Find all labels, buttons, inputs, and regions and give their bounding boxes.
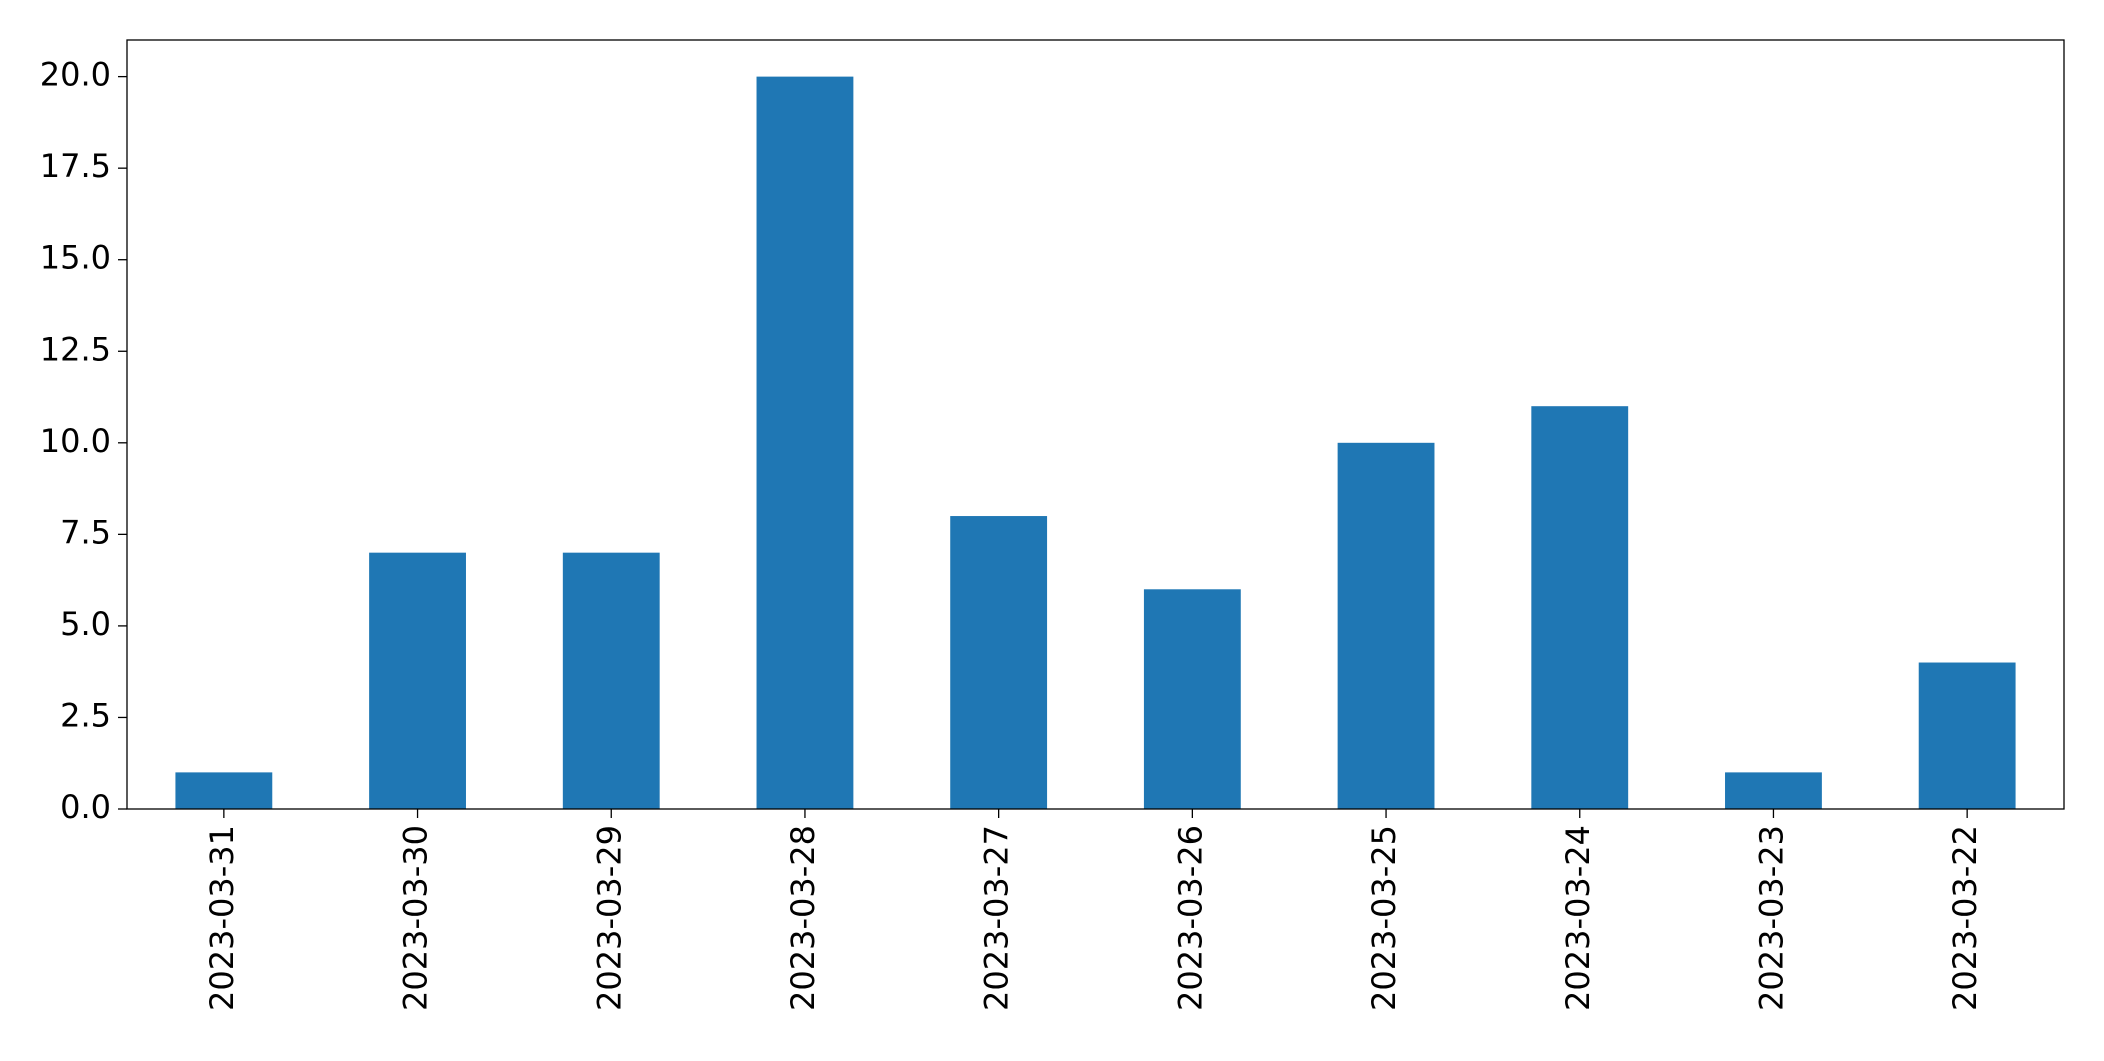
plot-frame — [126, 39, 2065, 810]
x-tick-label: 2023-03-30 — [397, 825, 435, 1011]
bar — [950, 516, 1048, 809]
y-tick-label: 20.0 — [40, 56, 111, 94]
y-tick-label: 0.0 — [60, 788, 111, 826]
x-tick-label: 2023-03-29 — [590, 825, 628, 1011]
bar — [1531, 406, 1629, 809]
y-tick-label: 2.5 — [60, 696, 111, 734]
bar — [756, 76, 854, 810]
x-tick-label: 2023-03-24 — [1559, 825, 1597, 1011]
bar — [1918, 662, 2016, 809]
y-tick-label: 10.0 — [40, 422, 111, 460]
bar — [1337, 442, 1435, 809]
bar — [369, 552, 466, 809]
x-tick-label: 2023-03-25 — [1365, 825, 1403, 1011]
bar — [175, 772, 273, 809]
y-tick-label: 12.5 — [40, 330, 111, 368]
y-tick-label: 15.0 — [40, 239, 111, 277]
y-tick-label: 7.5 — [60, 513, 111, 551]
y-tick-label: 17.5 — [40, 147, 111, 185]
x-tick-label: 2023-03-26 — [1171, 825, 1209, 1011]
bar — [1725, 772, 1822, 809]
bar — [562, 552, 660, 809]
x-tick-label: 2023-03-22 — [1946, 825, 1984, 1011]
y-tick-label: 5.0 — [60, 605, 111, 643]
x-tick-label: 2023-03-23 — [1752, 825, 1790, 1011]
x-tick-label: 2023-03-28 — [784, 825, 822, 1011]
bar — [1143, 589, 1241, 809]
x-tick-label: 2023-03-27 — [978, 825, 1016, 1011]
x-tick-label: 2023-03-31 — [203, 825, 241, 1011]
